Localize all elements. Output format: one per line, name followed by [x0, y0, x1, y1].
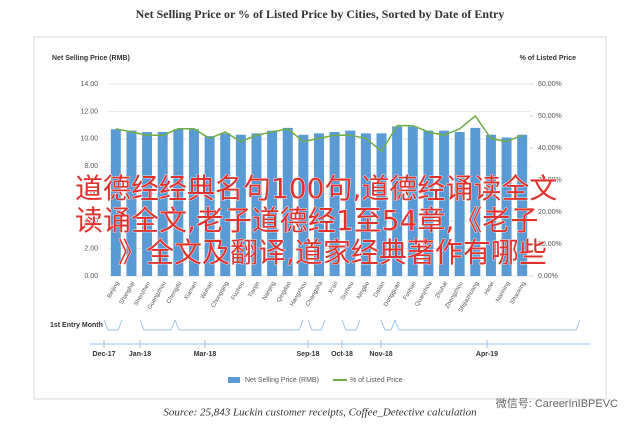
y2-tick-label: 40.00%: [538, 145, 562, 152]
bar: [204, 136, 215, 276]
y-axis-label: Net Selling Price (RMB): [52, 55, 130, 62]
timeline-bracket: [139, 319, 176, 331]
bar: [345, 130, 356, 276]
timeline-month: Sep-18: [297, 351, 320, 358]
y-tick-label: 2.00: [84, 245, 98, 252]
bar: [157, 132, 168, 276]
bar: [470, 127, 481, 276]
chart-title: Net Selling Price or % of Listed Price b…: [136, 7, 505, 21]
line: [115, 114, 523, 153]
bar: [360, 133, 371, 276]
x-tick-label: Wuhan: [200, 281, 215, 300]
bar: [329, 132, 340, 276]
timeline-month: Oct-18: [331, 351, 353, 358]
timeline-month: Apr-19: [476, 351, 498, 358]
bar: [517, 134, 528, 276]
x-tick-label: Foshan: [403, 281, 418, 301]
legend-swatch: [228, 377, 240, 383]
bar: [220, 133, 231, 276]
bar: [313, 133, 325, 276]
x-tick-label: Quanzhou: [414, 281, 433, 308]
y-tick-label: 4.00: [84, 218, 98, 225]
bar: [110, 129, 121, 276]
timeline-bracket: [341, 319, 361, 331]
source: Source: 25,843 Luckin customer receipts,…: [163, 407, 477, 419]
legend-label: % of Listed Price: [350, 377, 403, 384]
y2-tick-label: 10.00%: [538, 241, 562, 248]
y2-tick-label: 60.00%: [538, 81, 562, 88]
bar: [392, 126, 403, 276]
timeline-bracket: [174, 319, 304, 331]
bar: [267, 130, 278, 276]
overlay-text: 》全文及翻译,道家经典著作有哪些: [118, 236, 547, 269]
timeline-bracket: [103, 319, 123, 331]
bar: [423, 130, 434, 276]
x-tick-label: Zhuhai: [435, 281, 449, 300]
x-tick-label: Chengdu: [166, 281, 183, 305]
timeline-month: Nov-18: [369, 351, 392, 358]
y-tick-label: 0.00: [84, 273, 98, 280]
y2-tick-label: 0.00%: [538, 273, 558, 280]
x-tick-label: Dalian: [373, 281, 387, 299]
y2-axis-label: % of Listed Price: [520, 55, 577, 62]
x-tick-label: Nanning: [495, 281, 511, 303]
bar: [126, 130, 137, 276]
timeline-month: Dec-17: [93, 351, 116, 358]
x-tick-label: Ningbo: [356, 280, 371, 300]
y2-tick-label: 30.00%: [538, 177, 562, 184]
y2-tick-label: 50.00%: [538, 113, 562, 120]
y-tick-label: 10.00: [80, 136, 98, 143]
timeline-bracket: [394, 319, 581, 331]
x-tick-label: Xi'an: [328, 281, 340, 295]
bar: [282, 127, 293, 276]
bar: [251, 133, 262, 276]
x-tick-label: Suzhou: [340, 281, 355, 302]
timeline-bracket: [307, 319, 326, 331]
bar: [142, 132, 153, 276]
x-tick-label: Fuzhou: [231, 281, 246, 301]
y2-tick-label: 20.00%: [538, 209, 562, 216]
overlay-text: 道德经经典名句100句,道德经诵读全文: [75, 172, 557, 205]
chart-frame: [33, 36, 607, 400]
x-tick-label: Tianjin: [248, 281, 262, 299]
bar: [173, 129, 184, 276]
x-tick-label: Beijing: [107, 281, 121, 300]
x-tick-label: Xiamen: [184, 281, 199, 302]
watermark: 微信号: CareerInIBPEVC: [496, 396, 618, 410]
bar: [235, 134, 246, 276]
timeline-bracket: [380, 319, 396, 331]
bar: [188, 129, 199, 276]
bar: [407, 126, 418, 276]
bar: [485, 134, 496, 276]
x-tick-label: Nanjing: [262, 281, 277, 302]
bar: [454, 132, 465, 276]
overlay-text: 读诵全文,老子道德经1至54章,《老子: [75, 204, 538, 237]
x-tick-label: Shaoxing: [510, 281, 528, 306]
y-tick-label: 12.00: [80, 108, 98, 115]
y-tick-label: 8.00: [84, 163, 98, 170]
timeline-month: Jan-18: [129, 351, 151, 358]
legend-label: Net Selling Price (RMB): [245, 377, 319, 384]
x-tick-label: Qingdao: [276, 280, 293, 303]
y-tick-label: 6.00: [84, 191, 98, 198]
timeline-month: Mar-18: [194, 351, 217, 358]
y-tick-label: 14.00: [80, 81, 98, 88]
timeline-label: 1st Entry Month: [50, 322, 103, 329]
bar: [376, 133, 387, 276]
x-tick-label: Dongguan: [383, 281, 402, 308]
x-tick-label: Hefei: [484, 281, 496, 296]
bar: [298, 134, 309, 276]
bar: [501, 137, 512, 276]
bar: [439, 130, 450, 276]
